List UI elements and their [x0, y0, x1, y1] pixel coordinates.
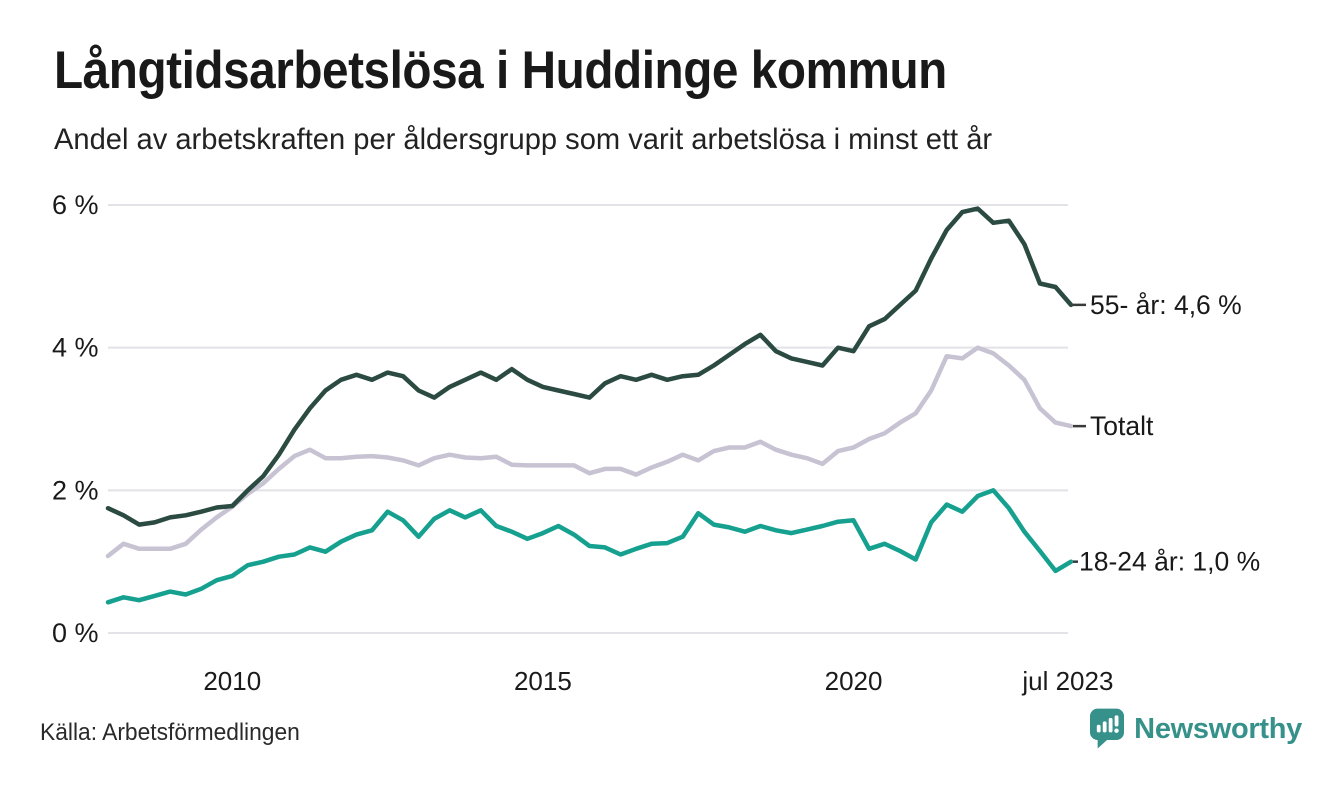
series-line-55-r: [105, 206, 1074, 527]
series-line-18-24-r: [105, 488, 1074, 605]
y-tick-label: 0 %: [52, 618, 99, 648]
y-tick-label: 4 %: [52, 333, 99, 363]
axis-labels-group: 0 % 2 % 4 % 6 % 2010 2015 2020 jul 2023 55- år: …: [52, 190, 1260, 696]
chart-title: Långtidsarbetslösa i Huddinge kommun: [54, 41, 947, 100]
gridlines-group: [108, 204, 1068, 634]
y-tick-label: 2 %: [52, 475, 99, 505]
x-tick-label: 2015: [514, 666, 572, 696]
y-tick-label: 6 %: [52, 190, 99, 220]
series-end-label-18-24-r: 18-24 år: 1,0 %: [1079, 547, 1260, 577]
series-line-totalt: [105, 345, 1074, 559]
x-tick-label: jul 2023: [1021, 666, 1113, 696]
x-tick-label: 2010: [203, 666, 261, 696]
newsworthy-speech-bubble-chart-icon: [1090, 708, 1125, 750]
x-tick-label: 2020: [825, 666, 883, 696]
series-end-label-55-r: 55- år: 4,6 %: [1090, 290, 1242, 320]
series-lines-group: [105, 206, 1074, 605]
chart-subtitle: Andel av arbetskraften per åldersgrupp s…: [54, 123, 993, 156]
source-note: Källa: Arbetsförmedlingen: [40, 719, 300, 746]
newsworthy-logo: Newsworthy: [1090, 708, 1302, 750]
series-end-label-totalt: Totalt: [1090, 411, 1154, 441]
newsworthy-wordmark: Newsworthy: [1134, 712, 1302, 745]
